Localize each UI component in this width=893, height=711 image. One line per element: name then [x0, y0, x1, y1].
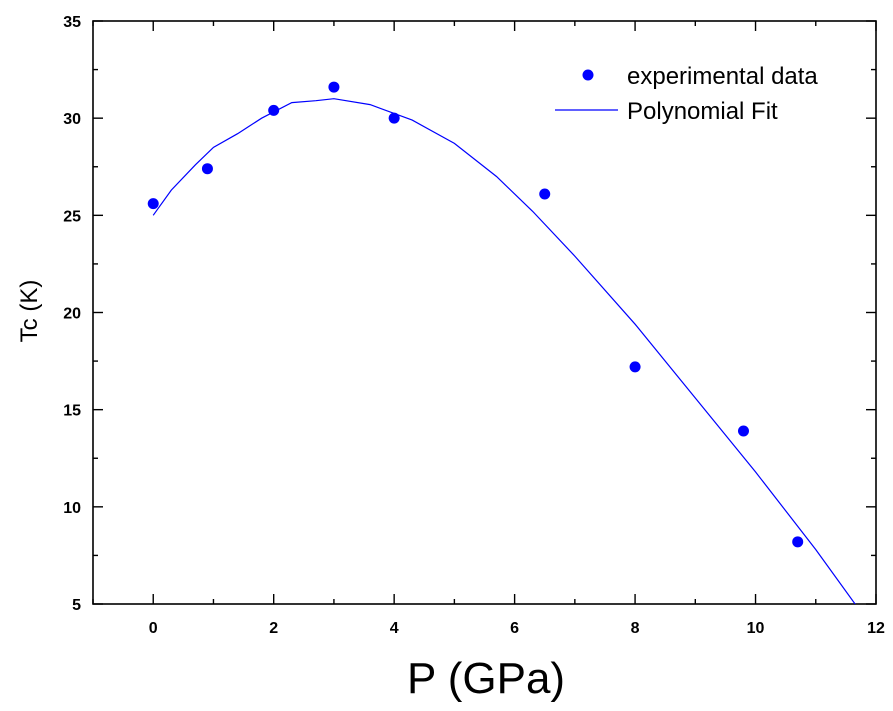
legend-label-polynomial-fit: Polynomial Fit — [627, 98, 778, 125]
x-tick-label: 12 — [867, 620, 885, 637]
data-point — [792, 536, 804, 548]
data-point — [539, 188, 551, 200]
y-tick-label: 20 — [63, 306, 81, 323]
y-tick-label: 10 — [63, 500, 81, 517]
x-tick-label: 4 — [390, 620, 399, 637]
tick-labels: 0 2 4 6 8 10 12 5 10 15 20 25 30 35 — [63, 14, 885, 637]
y-tick-label: 5 — [72, 597, 81, 614]
series-line-polynomial-fit — [152, 98, 856, 604]
data-point — [737, 425, 749, 437]
legend-label-experimental-data: experimental data — [627, 63, 818, 90]
x-tick-label: 2 — [269, 620, 278, 637]
x-tick-label: 8 — [631, 620, 640, 637]
x-tick-label: 10 — [747, 620, 765, 637]
y-tick-label: 30 — [63, 111, 81, 128]
data-point — [147, 198, 159, 210]
data-point — [328, 81, 340, 93]
ticks — [92, 20, 877, 605]
y-tick-label: 35 — [63, 14, 81, 31]
y-tick-label: 25 — [63, 208, 81, 225]
data-point — [629, 361, 641, 373]
legend: experimental data Polynomial Fit — [555, 63, 818, 125]
series — [147, 81, 856, 604]
data-point — [201, 163, 213, 175]
y-tick-label: 15 — [63, 403, 81, 420]
x-tick-label: 6 — [510, 620, 519, 637]
legend-marker-experimental-data — [582, 69, 594, 81]
data-point — [388, 112, 400, 124]
y-axis-title: Tc (K) — [16, 280, 43, 343]
data-point — [268, 104, 280, 116]
x-tick-label: 0 — [149, 620, 158, 637]
x-axis-title: P (GPa) — [407, 654, 565, 703]
